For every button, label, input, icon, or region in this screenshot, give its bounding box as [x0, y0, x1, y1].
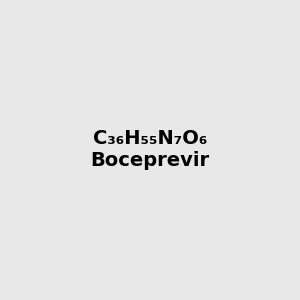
Text: C₃₆H₅₅N₇O₆
Boceprevir: C₃₆H₅₅N₇O₆ Boceprevir	[90, 130, 210, 170]
